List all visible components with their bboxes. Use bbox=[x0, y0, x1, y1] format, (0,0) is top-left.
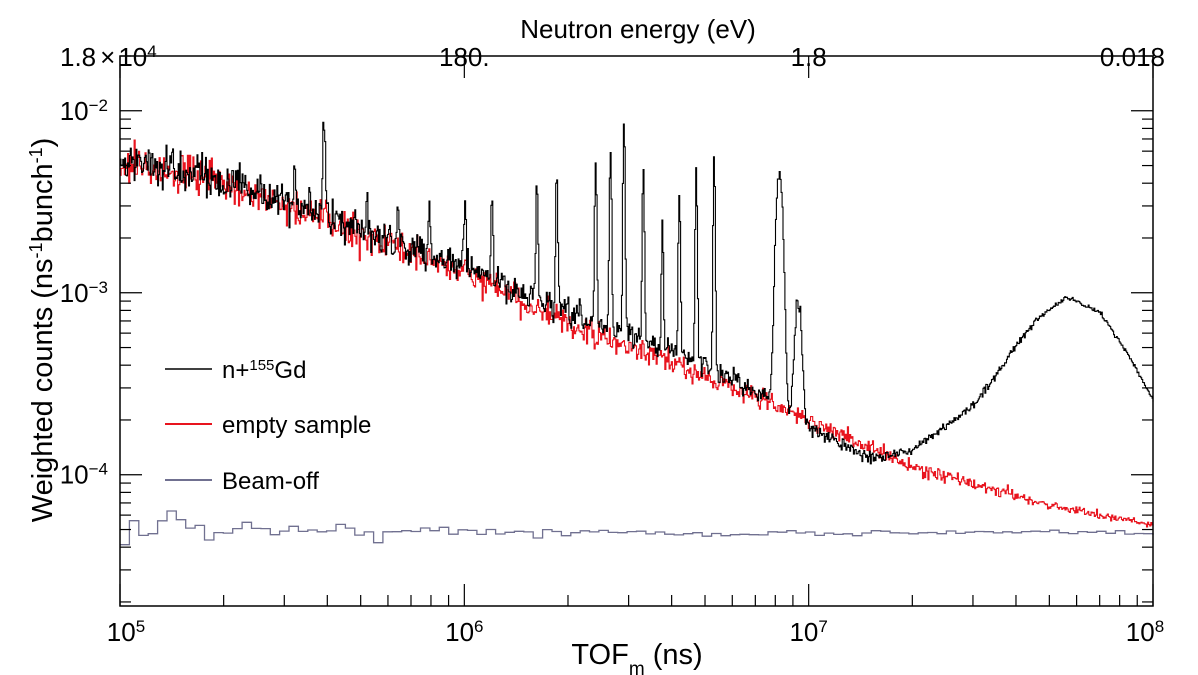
series-layer bbox=[120, 121, 1154, 546]
top-tick-label: 1.8 bbox=[791, 42, 827, 72]
x-axis-label: TOFm (ns) bbox=[571, 639, 702, 675]
plot-frame bbox=[119, 55, 1154, 607]
top-tick-label: 0.018 bbox=[1100, 42, 1165, 72]
x-tick-label: 105 bbox=[107, 617, 145, 648]
legend-label-empty-sample: empty sample bbox=[222, 412, 371, 439]
top-tick-label: 180. bbox=[439, 42, 490, 72]
x-tick-label: 107 bbox=[789, 617, 827, 648]
legend-label-gd155: n+155Gd bbox=[222, 357, 306, 385]
y-tick-label: 10−3 bbox=[60, 277, 108, 308]
legend: n+155Gd empty sample Beam-off bbox=[165, 357, 371, 495]
x-tick-label: 106 bbox=[445, 617, 483, 648]
x-tick-label: 108 bbox=[1126, 617, 1164, 648]
tick-label-layer: 105 106 107 108 10−4 10−3 10−2 1.8 × 104 180. 1.8 0.… bbox=[60, 42, 1165, 648]
tick-layer bbox=[119, 55, 1154, 606]
y-axis-label: Weighted counts (ns-1bunch-1) bbox=[26, 138, 59, 523]
series-line-gd155 bbox=[120, 121, 1154, 465]
series-line-beam-off bbox=[120, 510, 1154, 546]
top-tick-label: 1.8 × 104 bbox=[60, 42, 157, 73]
y-tick-label: 10−4 bbox=[60, 459, 108, 490]
top-axis-label: Neutron energy (eV) bbox=[520, 14, 756, 44]
y-tick-label: 10−2 bbox=[60, 95, 108, 126]
legend-label-beam-off: Beam-off bbox=[222, 468, 319, 495]
